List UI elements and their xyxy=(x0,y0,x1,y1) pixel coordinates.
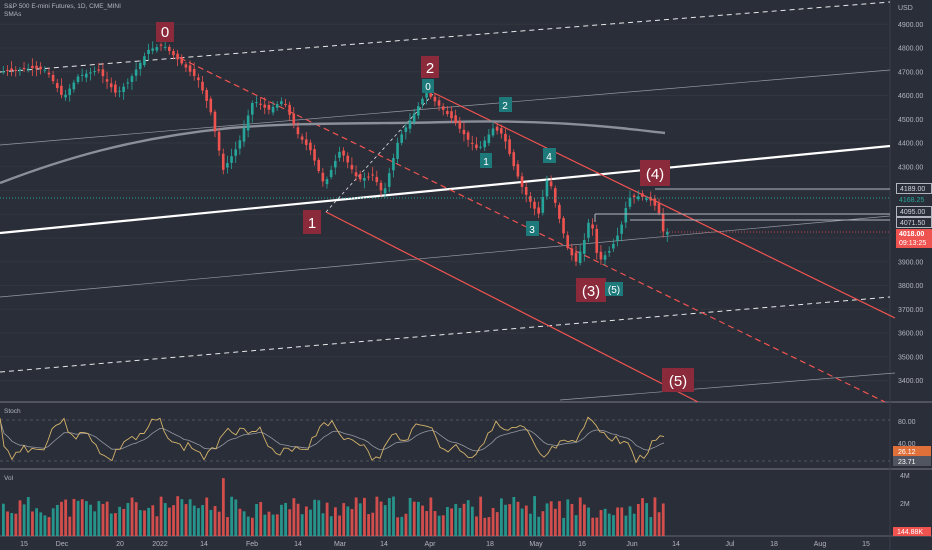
volume-axis: 4M 2M 144.88K xyxy=(893,473,931,536)
stoch-axis: 80.00 40.00 26.12 23.71 xyxy=(893,419,931,466)
wave-label-2[interactable]: 2 xyxy=(421,56,439,78)
time-tick: Feb xyxy=(246,541,258,548)
svg-text:1: 1 xyxy=(308,215,316,232)
indicator-name[interactable]: SMAs xyxy=(4,11,22,18)
price-tick: 3600.00 xyxy=(898,331,923,338)
drawing-layer[interactable] xyxy=(0,1,896,403)
volume-tick: 4M xyxy=(900,473,910,480)
symbol-title[interactable]: S&P 500 E-mini Futures, 1D, CME_MINI xyxy=(4,3,121,10)
time-tick: 2022 xyxy=(152,541,168,548)
volume-bars xyxy=(2,478,665,536)
svg-text:1: 1 xyxy=(483,157,489,168)
svg-text:0: 0 xyxy=(161,24,169,41)
stoch-k-badge xyxy=(893,446,931,456)
price-tick: 3900.00 xyxy=(898,259,923,266)
minor-label-5[interactable]: (5) xyxy=(605,282,623,296)
minor-label-4[interactable]: 4 xyxy=(543,148,556,163)
channel-lower[interactable] xyxy=(559,372,896,401)
volume-label[interactable]: Vol xyxy=(4,475,14,482)
minor-label-2[interactable]: 2 xyxy=(499,97,512,112)
price-tick: 4600.00 xyxy=(898,93,923,100)
trendline-white[interactable] xyxy=(0,144,891,235)
wave-label-3[interactable]: (3) xyxy=(576,278,606,302)
time-tick: 20 xyxy=(116,541,124,548)
svg-text:(5): (5) xyxy=(669,373,687,390)
price-tick: 3500.00 xyxy=(898,354,923,361)
time-tick: 15 xyxy=(862,541,870,548)
price-tick: 4400.00 xyxy=(898,141,923,148)
time-tick: 14 xyxy=(200,541,208,548)
wave-label-1[interactable]: 1 xyxy=(303,210,321,234)
wave-label-5[interactable]: (5) xyxy=(662,368,694,392)
wave-connector[interactable] xyxy=(325,92,435,213)
last-price-badge: 4018.00 xyxy=(896,229,932,240)
time-tick: Jun xyxy=(626,541,637,548)
volume-tick: 2M xyxy=(900,501,910,508)
stoch-lines xyxy=(0,416,890,464)
wave-label-0[interactable]: 0 xyxy=(156,22,174,42)
sma-line xyxy=(0,120,666,185)
volume-last-value: 144.88K xyxy=(897,529,923,536)
stoch-tick: 40.00 xyxy=(898,441,916,448)
channel-upper[interactable] xyxy=(0,69,891,146)
svg-text:(4): (4) xyxy=(646,166,664,183)
stoch-d-value: 23.71 xyxy=(898,459,916,466)
main-pane[interactable] xyxy=(0,0,890,402)
bar-countdown: 09:13:25 xyxy=(896,239,932,248)
minor-label-0[interactable]: 0 xyxy=(422,79,434,93)
time-tick: 15 xyxy=(20,541,28,548)
stoch-k-value: 26.12 xyxy=(898,449,916,456)
svg-text:2: 2 xyxy=(426,60,434,77)
price-levels xyxy=(0,188,890,233)
price-tick: 4300.00 xyxy=(898,164,923,171)
time-tick: Apr xyxy=(425,541,437,548)
price-tick: 4800.00 xyxy=(898,46,923,53)
svg-text:(3): (3) xyxy=(582,283,600,300)
pitchfork-upper[interactable] xyxy=(433,92,896,319)
price-level-badge: 4189.00 xyxy=(896,183,932,194)
time-tick: Dec xyxy=(56,541,69,548)
time-tick: Mar xyxy=(334,541,347,548)
volume-last-badge xyxy=(893,527,931,536)
price-tick: 3400.00 xyxy=(898,378,923,385)
stoch-d-badge xyxy=(893,456,931,466)
price-level-badge: 4168.25 xyxy=(896,195,932,206)
wave-label-4[interactable]: (4) xyxy=(640,160,670,186)
channel-dashed-upper[interactable] xyxy=(0,1,891,73)
price-tick: 4700.00 xyxy=(898,69,923,76)
channel-mid[interactable] xyxy=(0,215,891,298)
svg-text:0: 0 xyxy=(425,82,431,93)
stoch-label[interactable]: Stoch xyxy=(4,408,21,415)
price-tick: 4500.00 xyxy=(898,117,923,124)
svg-text:4: 4 xyxy=(546,152,552,163)
minor-label-1[interactable]: 1 xyxy=(480,153,492,168)
candles xyxy=(2,39,669,267)
stoch-tick: 80.00 xyxy=(898,419,916,426)
time-tick: May xyxy=(529,541,543,548)
price-tick: 3700.00 xyxy=(898,307,923,314)
price-level-badge: 4095.00 xyxy=(896,206,932,217)
time-tick: 14 xyxy=(294,541,302,548)
svg-text:(5): (5) xyxy=(608,285,620,296)
price-axis-currency: USD xyxy=(898,5,913,12)
time-axis[interactable]: 15 Dec 20 2022 14 Feb 14 Mar 14 Apr 18 May 16 Jun 14 Ju… xyxy=(20,541,870,548)
minor-label-3[interactable]: 3 xyxy=(526,221,539,236)
time-tick: 14 xyxy=(380,541,388,548)
time-tick: Jul xyxy=(726,541,735,548)
price-tick: 4900.00 xyxy=(898,22,923,29)
time-tick: 18 xyxy=(486,541,494,548)
time-tick: 16 xyxy=(578,541,586,548)
price-level-badge: 4071.50 xyxy=(896,217,932,228)
time-tick: Aug xyxy=(814,541,827,548)
price-tick: 3800.00 xyxy=(898,283,923,290)
channel-dashed-lower[interactable] xyxy=(0,296,891,373)
time-tick: 18 xyxy=(770,541,778,548)
time-tick: 14 xyxy=(672,541,680,548)
svg-text:2: 2 xyxy=(502,101,508,112)
pitchfork-lower[interactable] xyxy=(325,211,699,403)
svg-text:3: 3 xyxy=(529,225,535,236)
